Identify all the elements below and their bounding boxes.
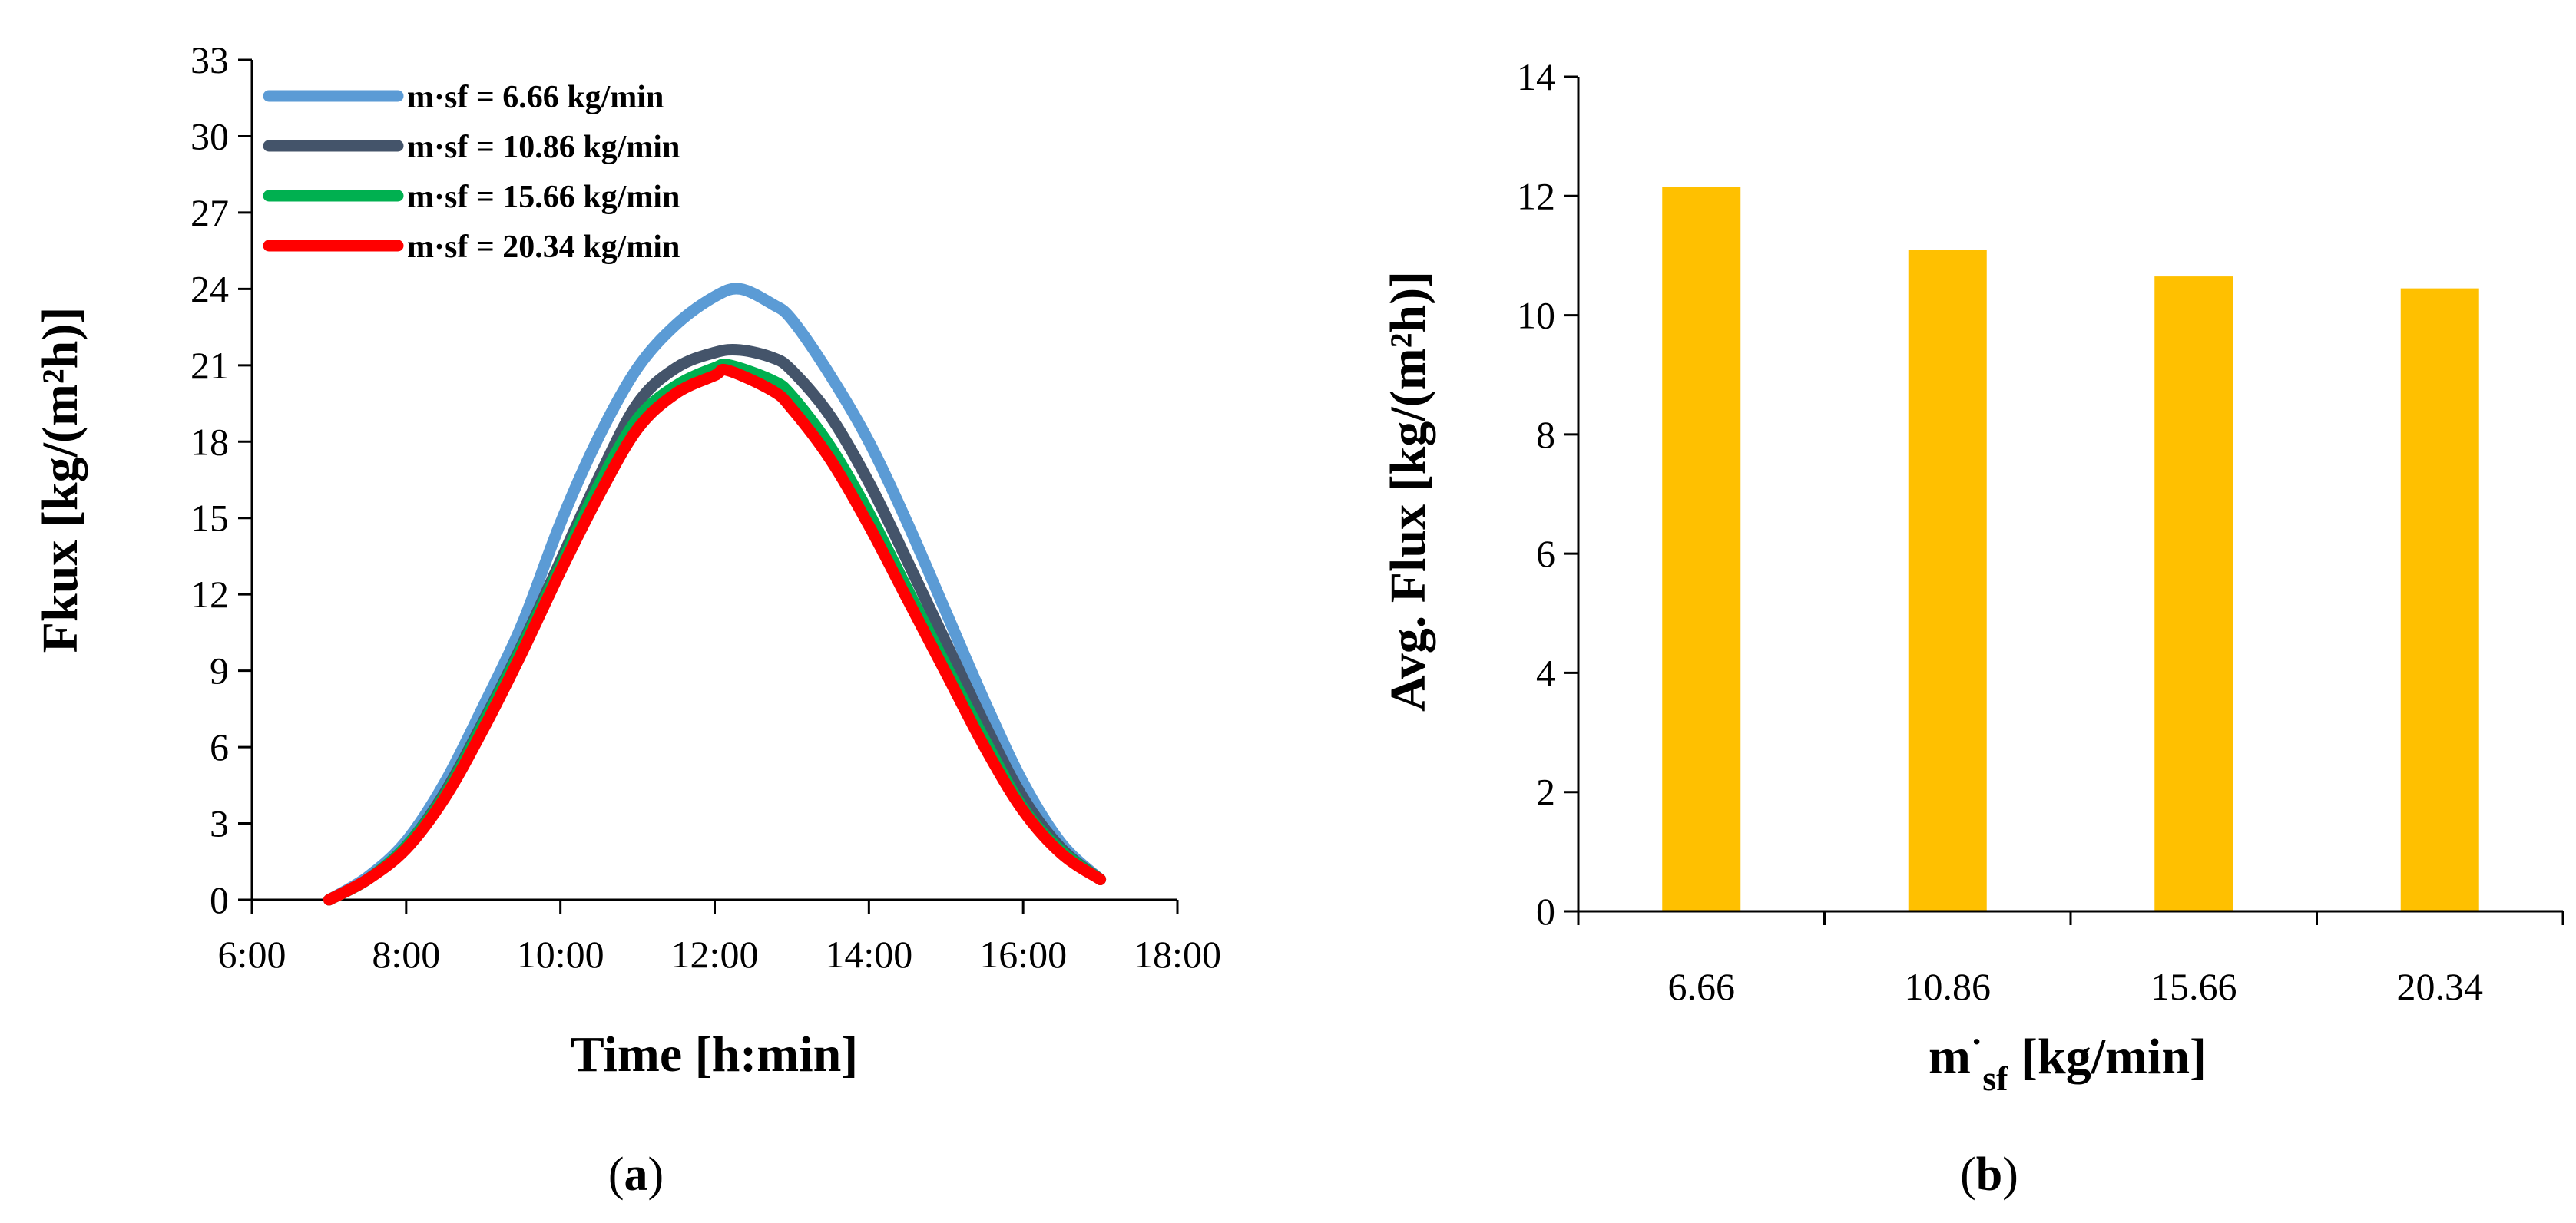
y-tick-label: 14 [1517,55,1555,98]
series-line-4 [323,363,1107,906]
line-chart-legend: m·sf = 6.66 kg/min m·sf = 10.86 kg/min m·s… [263,80,680,265]
y-tick-label: 3 [210,802,229,845]
y-tick-label: 18 [190,420,229,463]
y-tick-label: 12 [190,573,229,616]
y-tick-label: 15 [190,497,229,540]
y-tick-label: 8 [1536,413,1555,456]
y-tick-label: 10 [1517,294,1555,337]
line-chart-x-ticks: 6:00 8:00 10:00 12:00 14:00 16:00 18:00 [218,900,1221,976]
line-chart: 0 3 6 9 12 15 18 21 24 27 30 33 6:00 8:00 10:00 12:00 1… [32,38,1221,1201]
y-tick-label: 6 [1536,532,1555,575]
x-tick-label: 14:00 [825,933,912,976]
bar-15.66 [2154,276,2233,911]
y-tick-label: 24 [190,267,229,310]
series-line-2 [323,343,1107,906]
legend-label: m·sf = 10.86 kg/min [407,130,680,165]
x-tick-label: 8:00 [372,933,440,976]
x-tick-label: 6.66 [1668,965,1736,1008]
x-tick-label: 12:00 [671,933,759,976]
y-tick-label: 12 [1517,174,1555,217]
line-chart-y-ticks: 0 3 6 9 12 15 18 21 24 27 30 33 [190,38,252,921]
y-tick-label: 6 [210,726,229,769]
bar-chart: 0 2 4 6 8 10 12 14 6.66 10.86 15.66 20.34 m·sf [kg… [1380,55,2564,1201]
legend-label: m·sf = 6.66 kg/min [407,80,664,115]
bar-6.66 [1662,187,1741,911]
y-tick-label: 2 [1536,771,1555,814]
y-tick-label: 33 [190,38,229,81]
series-line-3 [323,358,1107,906]
y-tick-label: 27 [190,191,229,234]
series-line-1 [323,283,1107,906]
y-tick-label: 21 [190,344,229,387]
bar-20.34 [2400,288,2479,911]
x-tick-label: 16:00 [979,933,1067,976]
x-tick-label: 10.86 [1905,965,1992,1008]
y-tick-label: 4 [1536,651,1555,694]
legend-label: m·sf = 20.34 kg/min [407,230,680,265]
line-chart-series [323,283,1107,906]
line-chart-x-axis-title: Time [h:min] [571,1026,859,1083]
line-chart-panel-label: (a) [608,1149,664,1201]
bar-chart-x-ticks: 6.66 10.86 15.66 20.34 [1577,911,2564,1008]
bar-10.86 [1908,250,1987,911]
x-tick-label: 6:00 [218,933,286,976]
x-tick-label: 10:00 [517,933,604,976]
y-tick-label: 0 [1536,890,1555,933]
bar-chart-y-ticks: 0 2 4 6 8 10 12 14 [1517,55,1578,933]
bar-chart-y-axis-title: Avg. Flux [kg/(m²h)] [1380,271,1436,712]
x-tick-label: 20.34 [2397,965,2484,1008]
bar-chart-panel-label: (b) [1960,1149,2018,1201]
y-tick-label: 30 [190,114,229,157]
x-tick-label: 15.66 [2151,965,2237,1008]
legend-label: m·sf = 15.66 kg/min [407,180,680,215]
line-chart-y-axis-title: Fkux [kg/(m²h)] [32,307,88,653]
y-tick-label: 0 [210,878,229,921]
y-tick-label: 9 [210,650,229,692]
x-tick-label: 18:00 [1134,933,1221,976]
bar-chart-bars [1662,187,2479,911]
bar-chart-x-axis-title: m·sf [kg/min] [1929,1022,2207,1098]
